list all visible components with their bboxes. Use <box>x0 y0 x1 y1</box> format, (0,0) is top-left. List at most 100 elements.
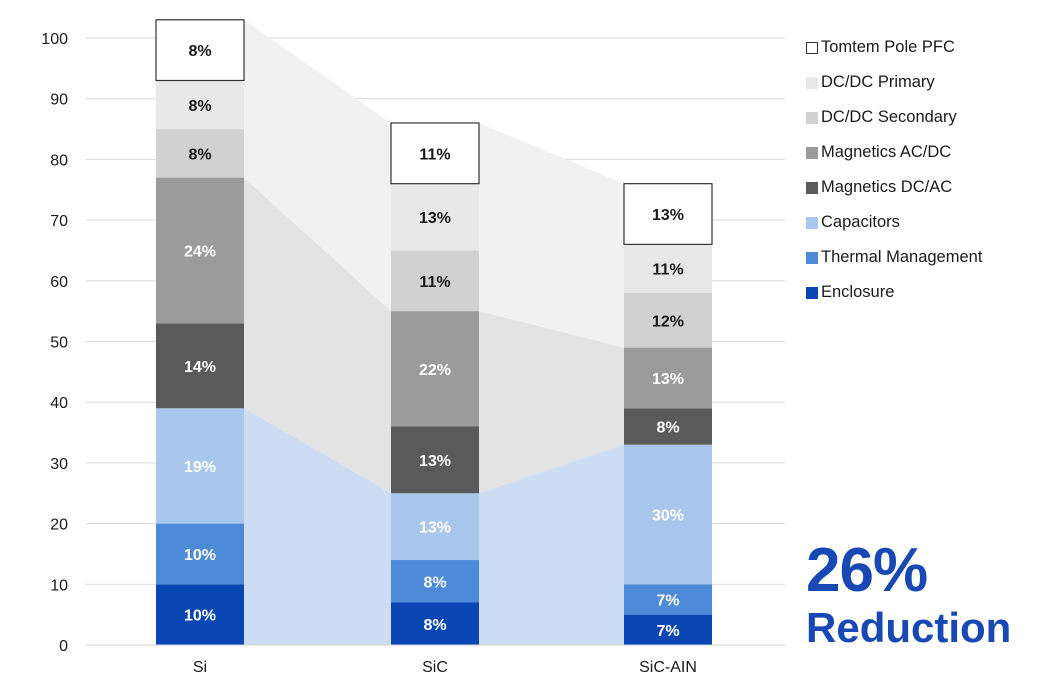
legend-swatch <box>806 181 818 194</box>
data-label: 13% <box>419 453 451 470</box>
upper-band <box>479 122 624 348</box>
legend-item: Capacitors <box>806 205 982 240</box>
y-tick-label: 80 <box>50 152 68 169</box>
bar-segment <box>623 183 713 245</box>
data-label: 19% <box>184 459 216 476</box>
bar-segment <box>624 244 712 293</box>
reduction-callout: 26% Reduction <box>806 536 1011 650</box>
legend-swatch <box>806 76 818 89</box>
legend-item: DC/DC Primary <box>806 65 982 100</box>
data-label: 8% <box>188 98 211 115</box>
data-label: 22% <box>419 362 451 379</box>
legend-swatch <box>806 111 818 124</box>
data-label: 13% <box>419 520 451 537</box>
legend-label: DC/DC Primary <box>821 73 935 91</box>
x-tick-label: SiC <box>422 659 448 676</box>
data-label: 11% <box>419 274 450 291</box>
data-label: 10% <box>184 608 216 625</box>
legend-item: Magnetics DC/AC <box>806 170 982 205</box>
legend-swatch <box>806 216 818 229</box>
x-tick-label: SiC-AIN <box>639 659 697 676</box>
y-tick-label: 50 <box>50 335 68 352</box>
x-tick-label: Si <box>193 659 207 676</box>
capacitor-band <box>244 408 391 645</box>
magnetics-band <box>479 311 624 494</box>
y-tick-label: 0 <box>59 638 68 655</box>
legend-item: Enclosure <box>806 275 982 310</box>
data-label: 30% <box>652 507 684 524</box>
bar-segment <box>156 584 244 645</box>
bar-segment <box>156 177 244 324</box>
bar-segment <box>391 250 479 312</box>
bar-segment <box>390 122 480 185</box>
y-tick-label: 20 <box>50 517 68 534</box>
y-tick-label: 60 <box>50 274 68 291</box>
bar-segment <box>624 444 712 585</box>
data-label: 24% <box>184 243 216 260</box>
data-label: 7% <box>656 623 679 640</box>
y-tick-label: 100 <box>41 31 68 48</box>
legend-item: Magnetics AC/DC <box>806 135 982 170</box>
y-tick-label: 70 <box>50 213 68 230</box>
legend-label: Capacitors <box>821 213 900 231</box>
data-label: 8% <box>188 43 211 60</box>
bar-segment <box>624 347 712 409</box>
legend-label: Thermal Management <box>821 248 983 266</box>
legend-label: Magnetics DC/AC <box>821 178 953 196</box>
data-label: 7% <box>656 592 679 609</box>
bar-segment <box>391 493 479 561</box>
bar-segment <box>155 19 245 82</box>
axes: 0 10 20 30 40 50 60 70 80 90 100 Si SiC SiC-AIN <box>41 31 785 676</box>
bar-segment <box>391 183 479 251</box>
reduction-bands <box>244 19 624 645</box>
upper-band <box>244 19 391 312</box>
legend-label: DC/DC Secondary <box>821 108 957 126</box>
bar-segment <box>624 292 712 348</box>
y-tick-label: 30 <box>50 456 68 473</box>
callout-value: 26% <box>806 536 928 605</box>
data-label: 13% <box>652 371 684 388</box>
legend-item: Thermal Management <box>806 240 982 275</box>
data-label: 14% <box>184 359 216 376</box>
bar-segment <box>156 323 244 409</box>
y-tick-label: 90 <box>50 92 68 109</box>
legend-item: DC/DC Secondary <box>806 100 982 135</box>
data-label: 12% <box>652 313 684 330</box>
bar-segment <box>624 584 712 615</box>
magnetics-band <box>244 177 391 494</box>
legend-label: Magnetics AC/DC <box>821 143 952 161</box>
legend-label: Tomtem Pole PFC <box>821 38 955 56</box>
legend-label: Enclosure <box>821 283 895 301</box>
data-label: 8% <box>423 574 446 591</box>
bar-segment <box>156 129 244 178</box>
legend-swatch <box>806 251 818 264</box>
bar-segment <box>624 408 712 445</box>
data-labels: 10% 8% 7% 10% 8% 7% 19% 13% 30% 14% 13% 8% 24% 22% 13%… <box>184 43 684 640</box>
legend: Tomtem Pole PFC DC/DC Primary DC/DC Second… <box>806 30 982 310</box>
bar-segment <box>391 602 479 645</box>
bar-segment <box>156 80 244 130</box>
callout-text: Reduction <box>806 604 1012 651</box>
data-label: 10% <box>184 547 216 564</box>
data-label: 11% <box>652 262 683 279</box>
data-label: 8% <box>188 146 211 163</box>
data-label: 8% <box>423 617 446 634</box>
legend-swatch <box>806 146 818 159</box>
bar-segment <box>391 426 479 494</box>
data-label: 13% <box>652 207 684 224</box>
bar-segment <box>391 560 479 603</box>
data-label: 8% <box>656 419 679 436</box>
bar-segment <box>156 408 244 524</box>
bar-segment <box>156 523 244 585</box>
legend-item: Tomtem Pole PFC <box>806 30 982 65</box>
y-tick-label: 40 <box>50 395 68 412</box>
capacitor-band <box>479 444 624 645</box>
y-tick-label: 10 <box>50 577 68 594</box>
legend-swatch <box>806 41 818 54</box>
data-label: 11% <box>419 146 450 163</box>
data-label: 13% <box>419 210 451 227</box>
bar-segment <box>624 614 712 645</box>
bar-segment <box>391 311 479 427</box>
bars <box>155 19 713 645</box>
